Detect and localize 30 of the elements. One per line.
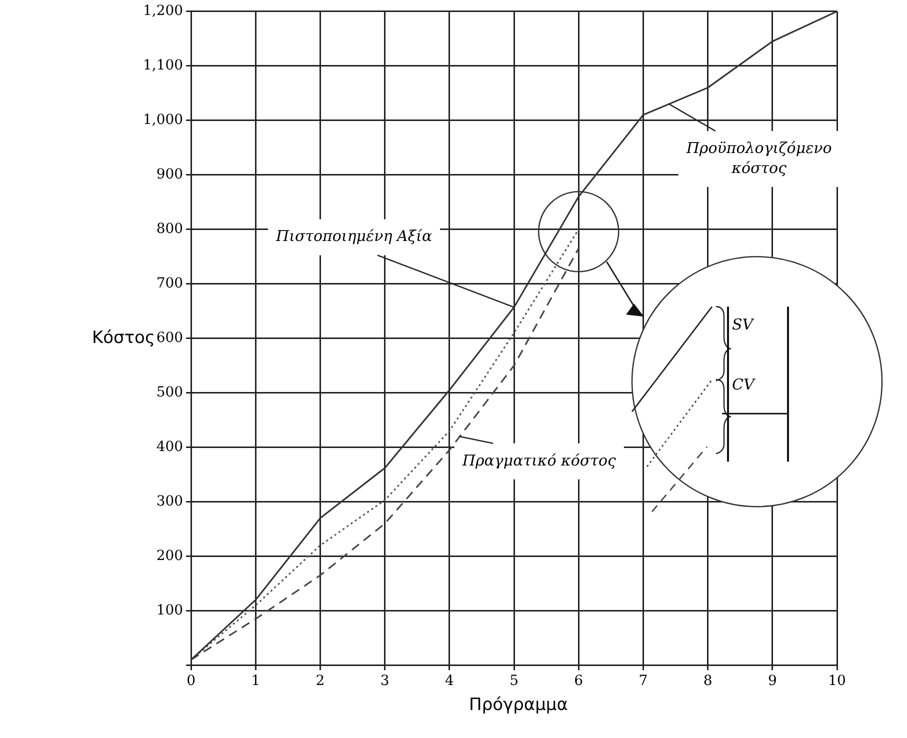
x-tick-label: 8 xyxy=(703,673,712,690)
annotation: SV xyxy=(732,316,756,334)
annotation: CV xyxy=(732,376,756,394)
x-tick-label: 3 xyxy=(380,673,390,690)
x-tick-label: 9 xyxy=(768,673,777,690)
y-tick-label: 1,100 xyxy=(142,58,184,74)
x-tick-label: 0 xyxy=(186,673,196,690)
x-tick-label: 10 xyxy=(828,673,846,690)
y-tick-label: 500 xyxy=(156,384,184,400)
y-tick-label: 400 xyxy=(156,438,184,455)
y-tick-label: 600 xyxy=(156,330,184,346)
x-tick-label: 1 xyxy=(251,673,260,690)
y-tick-label: 800 xyxy=(156,220,184,237)
y-tick-label: 1,200 xyxy=(142,3,184,20)
y-tick-label: 200 xyxy=(156,548,184,564)
x-tick-label: 4 xyxy=(444,673,454,690)
x-tick-label: 6 xyxy=(574,673,584,690)
x-tick-label: 7 xyxy=(638,673,648,690)
y-tick-label: 700 xyxy=(156,275,184,292)
annotation: Πραγματικό κόστος xyxy=(461,451,616,470)
x-axis-title: Πρόγραμμα xyxy=(469,695,568,716)
y-axis-title: Κόστος xyxy=(92,328,155,348)
annotation: Πιστοποιημένη Αξία xyxy=(275,227,432,246)
y-tick-label: 100 xyxy=(156,602,184,618)
x-tick-label: 5 xyxy=(510,673,518,690)
y-tick-label: 300 xyxy=(156,493,184,510)
x-tick-label: 2 xyxy=(316,673,325,690)
y-tick-label: 1,000 xyxy=(142,112,184,128)
annotation: Προϋπολογιζόμενο κόστος xyxy=(685,138,832,177)
y-tick-label: 900 xyxy=(156,166,184,182)
